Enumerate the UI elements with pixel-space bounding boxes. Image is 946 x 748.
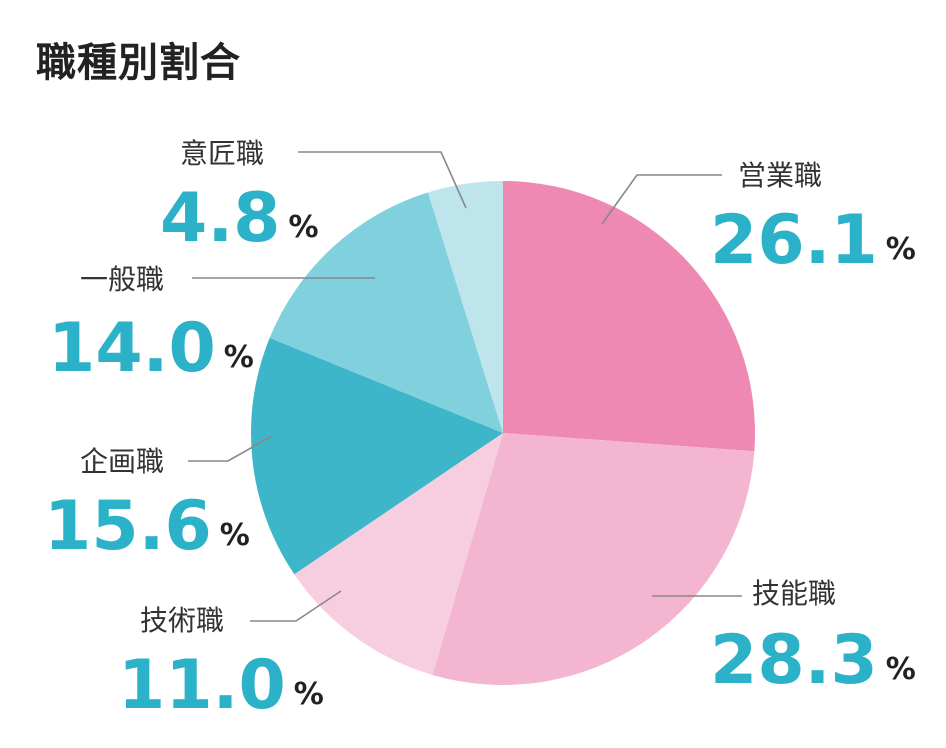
leader-lines — [188, 151, 742, 622]
slice-unit-label-0: % — [886, 232, 916, 267]
slice-unit-label-3: % — [220, 518, 250, 553]
slice-value-label-5: 4.8 — [160, 179, 280, 258]
slice-value-label-4: 14.0 — [48, 309, 216, 388]
slice-unit-label-2: % — [294, 677, 324, 712]
chart-title: 職種別割合 — [36, 40, 241, 86]
pie-slice-0 — [503, 181, 755, 452]
slice-unit-label-5: % — [288, 210, 318, 245]
leader-line-5 — [298, 151, 467, 209]
pie-slice-3 — [250, 337, 503, 575]
slice-category-label-4: 一般職 — [80, 263, 164, 296]
pie-slices — [250, 181, 755, 686]
pie-slice-2 — [294, 433, 503, 675]
pie-slice-4 — [269, 192, 503, 433]
leader-line-3 — [188, 435, 273, 462]
pie-slice-1 — [432, 433, 755, 686]
slice-category-label-3: 企画職 — [80, 445, 164, 478]
slice-unit-label-4: % — [224, 340, 254, 375]
leader-line-0 — [601, 174, 722, 225]
slice-labels: 営業職 26.1 % 技能職 28.3 % 技術職 11.0 % 企画職 15.6 % 一般職 14.0%… — [44, 137, 916, 725]
slice-category-label-2: 技術職 — [140, 604, 224, 637]
slice-value-label-1: 28.3 — [710, 621, 878, 700]
leader-line-2 — [250, 590, 342, 622]
slice-value-label-2: 11.0 — [118, 646, 286, 725]
pie-slice-5 — [428, 181, 503, 433]
slice-value-label-0: 26.1 — [710, 201, 878, 280]
slice-unit-label-1: % — [886, 652, 916, 687]
slice-value-label-3: 15.6 — [44, 487, 212, 566]
slice-category-label-0: 営業職 — [738, 159, 822, 192]
slice-category-label-1: 技能職 — [752, 577, 836, 610]
slice-category-label-5: 意匠職 — [180, 137, 264, 170]
